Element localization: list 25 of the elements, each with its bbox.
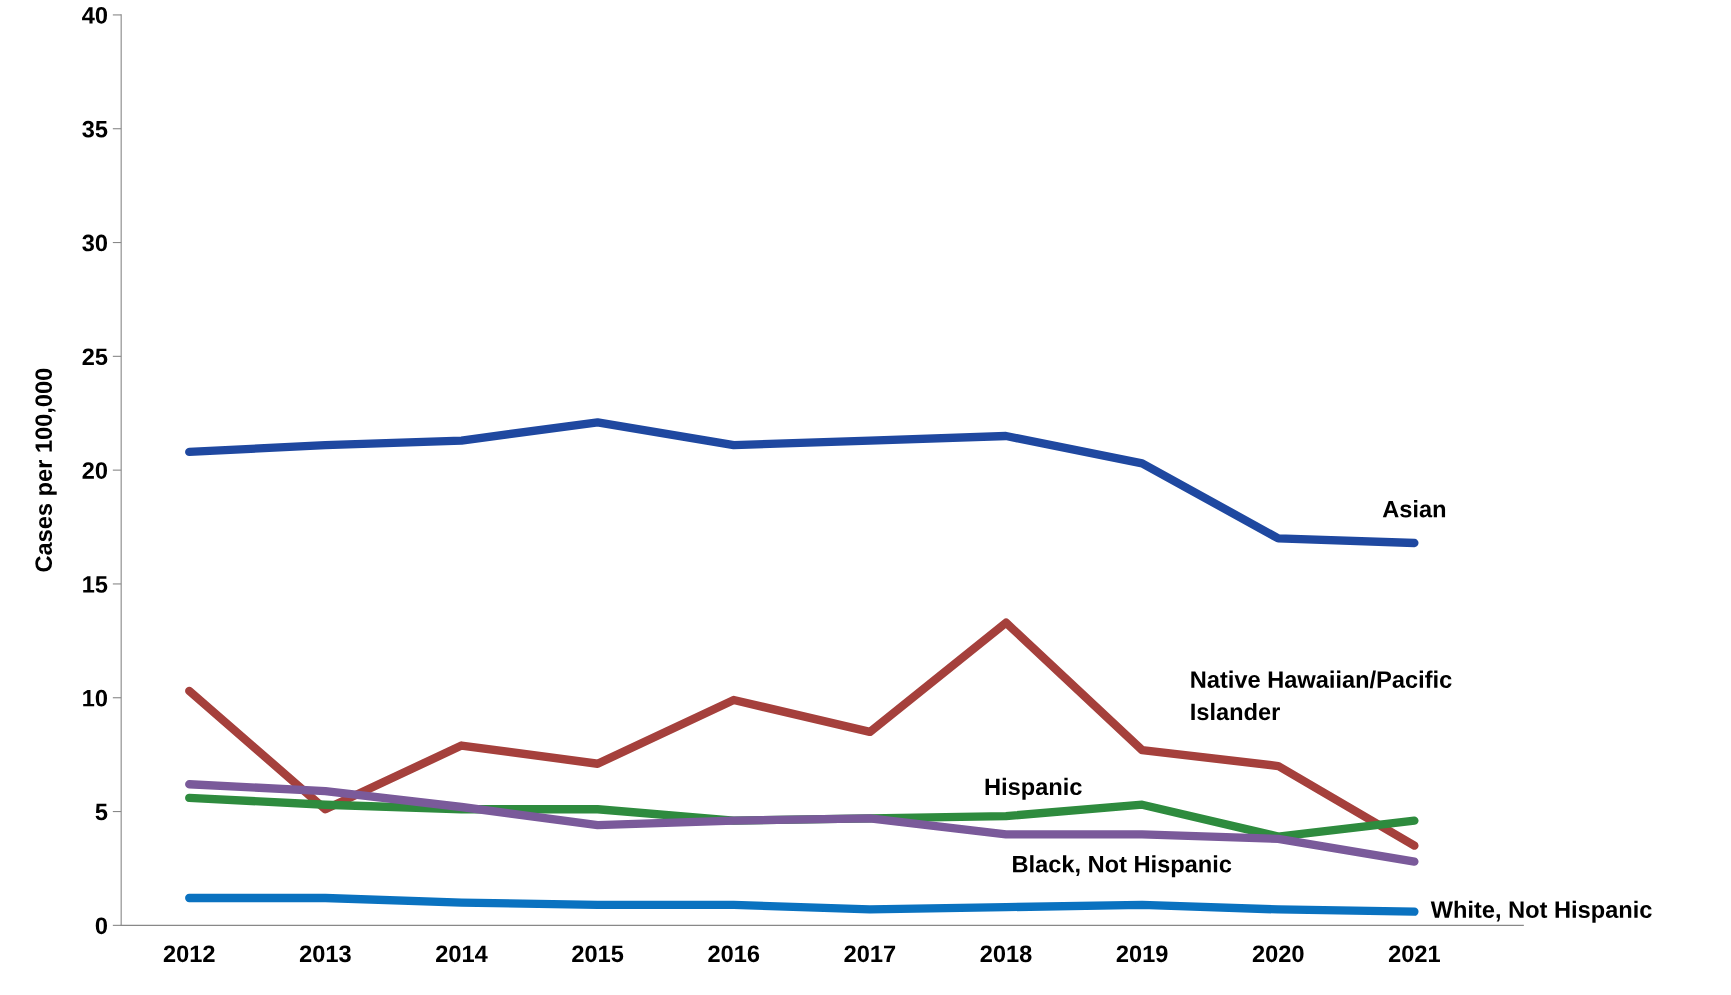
series-label: Native Hawaiian/Pacific Islander	[1191, 670, 1452, 721]
x-tick-label: 2012	[163, 945, 215, 963]
x-tick-label: 2014	[436, 945, 488, 963]
y-tick-label: 15	[83, 576, 108, 593]
series-label: Black, Not Hispanic	[1013, 855, 1232, 878]
x-tick-label: 2015	[572, 945, 624, 963]
x-tick-label: 2018	[980, 945, 1032, 963]
y-tick-label: 20	[82, 462, 108, 479]
y-tick-label: 10	[83, 689, 108, 707]
series-label: Asian	[1382, 500, 1446, 518]
y-tick-label: 30	[82, 234, 108, 252]
y-tick-label: 0	[95, 917, 108, 935]
series-label: Hispanic	[985, 777, 1082, 800]
x-tick-label: 2021	[1388, 945, 1440, 963]
y-tick-label: 35	[82, 120, 108, 138]
x-tick-label: 2020	[1252, 945, 1304, 963]
series-label: White, Not Hispanic	[1430, 900, 1652, 923]
x-tick-label: 2019	[1116, 945, 1168, 963]
x-tick-label: 2017	[844, 945, 896, 963]
x-tick-label: 2013	[299, 945, 351, 963]
y-tick-label: 40	[82, 6, 108, 24]
y-tick-label: 25	[82, 348, 108, 366]
x-tick-label: 2016	[708, 945, 760, 963]
y-tick-label: 5	[95, 803, 108, 821]
y-axis-title: Cases per 100,000	[35, 368, 57, 572]
